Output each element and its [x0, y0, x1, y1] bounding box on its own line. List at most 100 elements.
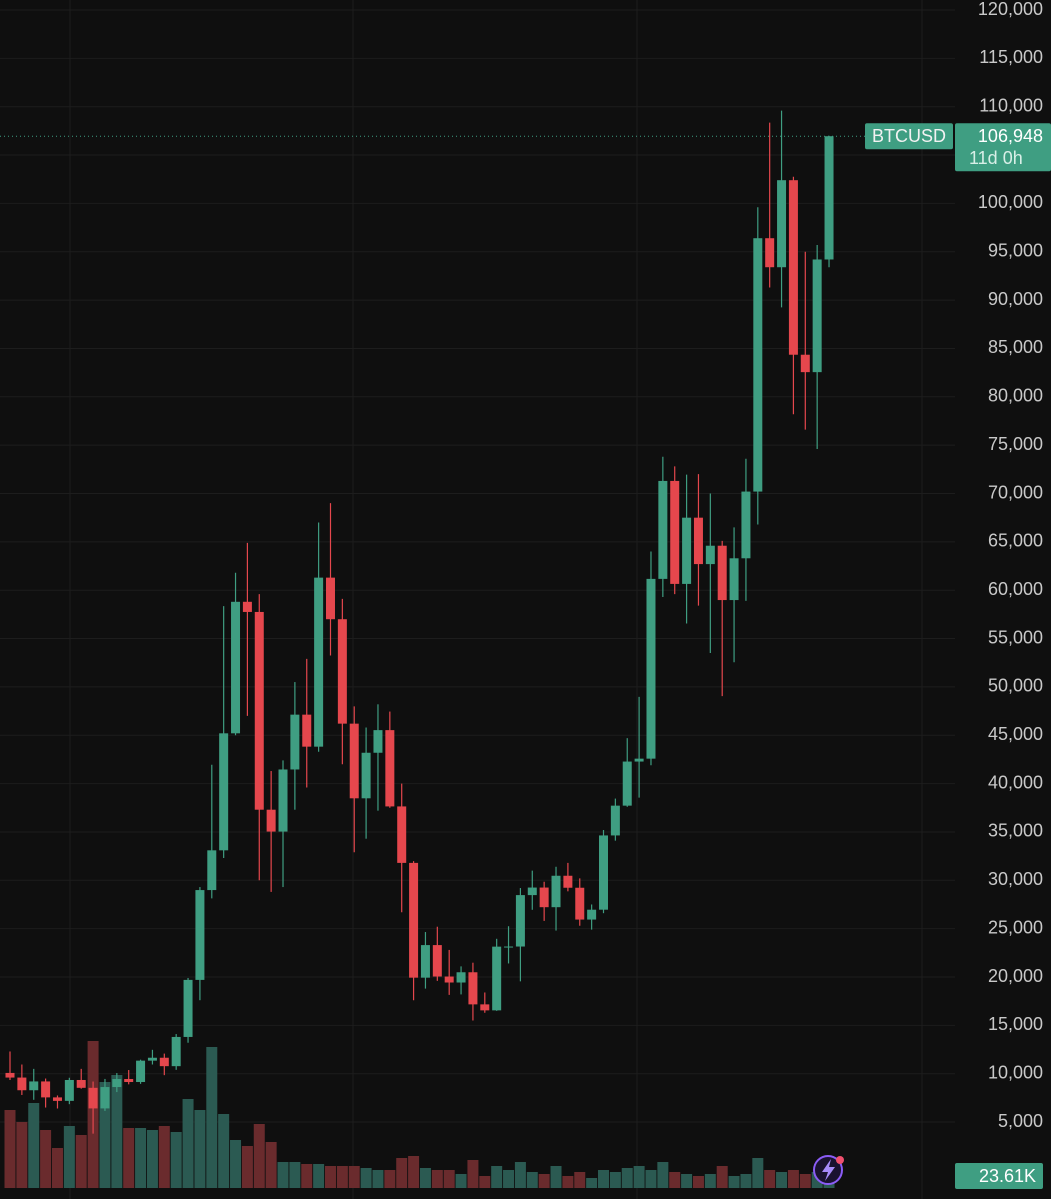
- last-price-label: 106,948: [978, 126, 1043, 146]
- candle-body: [444, 976, 454, 983]
- candle-body: [219, 733, 229, 851]
- y-tick-label: 15,000: [988, 1014, 1043, 1034]
- volume-bar: [716, 1166, 728, 1188]
- volume-bar: [609, 1172, 621, 1188]
- volume-bar: [764, 1170, 776, 1188]
- y-tick-label: 110,000: [979, 95, 1043, 115]
- volume-bar: [348, 1166, 360, 1188]
- y-tick-label: 40,000: [988, 772, 1043, 792]
- candle-body: [52, 1097, 62, 1101]
- candle-body: [705, 545, 715, 565]
- candle-body: [195, 890, 205, 980]
- volume-bar: [182, 1099, 194, 1188]
- candle-body: [171, 1036, 181, 1067]
- y-tick-label: 5,000: [998, 1111, 1043, 1131]
- candle-body: [551, 875, 561, 908]
- volume-bar: [313, 1164, 325, 1188]
- y-tick-label: 25,000: [988, 917, 1043, 937]
- volume-bar: [4, 1110, 16, 1188]
- y-tick-label: 20,000: [988, 966, 1043, 986]
- volume-bar: [51, 1148, 63, 1188]
- volume-bar: [419, 1168, 431, 1188]
- volume-bar: [289, 1162, 301, 1188]
- assistant-icon[interactable]: [813, 1155, 844, 1185]
- volume-bar: [633, 1166, 645, 1188]
- volume-bar: [170, 1132, 182, 1188]
- candle-body: [729, 558, 739, 601]
- candle-body: [302, 714, 312, 747]
- volume-bar: [776, 1172, 788, 1188]
- candle-body: [610, 805, 620, 836]
- volume-bar: [396, 1158, 408, 1188]
- volume-bar: [75, 1135, 87, 1188]
- volume-bar: [277, 1162, 289, 1188]
- volume-bar: [645, 1170, 657, 1188]
- candle-body: [159, 1057, 169, 1067]
- candle-body: [349, 723, 359, 799]
- candle-body: [409, 862, 419, 978]
- candle-body: [5, 1072, 15, 1078]
- volume-bar: [158, 1126, 170, 1188]
- candle-body: [136, 1060, 146, 1083]
- volume-bar: [787, 1170, 799, 1188]
- candle-body: [76, 1079, 86, 1088]
- volume-bar: [704, 1174, 716, 1188]
- candle-body: [527, 887, 537, 896]
- candle-body: [337, 619, 347, 724]
- y-tick-label: 45,000: [988, 724, 1043, 744]
- volume-bar: [728, 1176, 740, 1188]
- candle-body: [646, 578, 656, 759]
- y-tick-label: 115,000: [979, 47, 1043, 67]
- y-tick-label: 50,000: [988, 676, 1043, 696]
- candle-body: [777, 180, 787, 268]
- candle-body: [64, 1079, 74, 1101]
- candle-body: [812, 259, 822, 373]
- candle-body: [183, 979, 193, 1037]
- candle-body: [242, 601, 252, 612]
- candle-body: [290, 714, 300, 770]
- volume-bar: [111, 1075, 123, 1188]
- volume-bar: [123, 1128, 135, 1188]
- candle-body: [480, 1004, 490, 1011]
- candle-body: [456, 972, 466, 983]
- y-tick-label: 100,000: [978, 192, 1043, 212]
- volume-bar: [324, 1166, 336, 1188]
- candle-body: [741, 491, 751, 559]
- candle-body: [693, 517, 703, 565]
- volume-bar: [360, 1168, 372, 1188]
- volume-bar: [241, 1146, 253, 1188]
- y-tick-label: 85,000: [988, 337, 1043, 357]
- y-tick-label: 35,000: [988, 821, 1043, 841]
- volume-bar: [230, 1140, 242, 1188]
- volume-bar: [550, 1166, 562, 1188]
- candle-body: [504, 946, 514, 948]
- candle-body: [670, 480, 680, 584]
- volume-bar: [336, 1166, 348, 1188]
- candle-body: [112, 1079, 122, 1088]
- volume-bar: [669, 1172, 681, 1188]
- candle-body: [587, 909, 597, 920]
- candle-body: [539, 887, 549, 908]
- volume-bar: [514, 1162, 526, 1188]
- candle-body: [17, 1077, 27, 1091]
- volume-bar: [491, 1166, 503, 1188]
- candle-body: [717, 545, 727, 601]
- y-tick-label: 120,000: [978, 0, 1043, 19]
- volume-bar: [443, 1170, 455, 1188]
- candle-body: [420, 945, 430, 978]
- volume-bar: [799, 1174, 811, 1188]
- volume-bar: [99, 1082, 111, 1188]
- y-tick-label: 10,000: [988, 1062, 1043, 1082]
- volume-bar: [408, 1156, 420, 1188]
- candle-body: [41, 1081, 51, 1098]
- volume-bar: [467, 1160, 479, 1188]
- candle-body: [124, 1079, 134, 1083]
- candle-body: [373, 730, 383, 753]
- y-tick-label: 95,000: [988, 241, 1043, 261]
- y-tick-label: 80,000: [988, 386, 1043, 406]
- volume-bar: [752, 1158, 764, 1188]
- volume-bar: [28, 1103, 40, 1188]
- volume-bar: [218, 1114, 230, 1188]
